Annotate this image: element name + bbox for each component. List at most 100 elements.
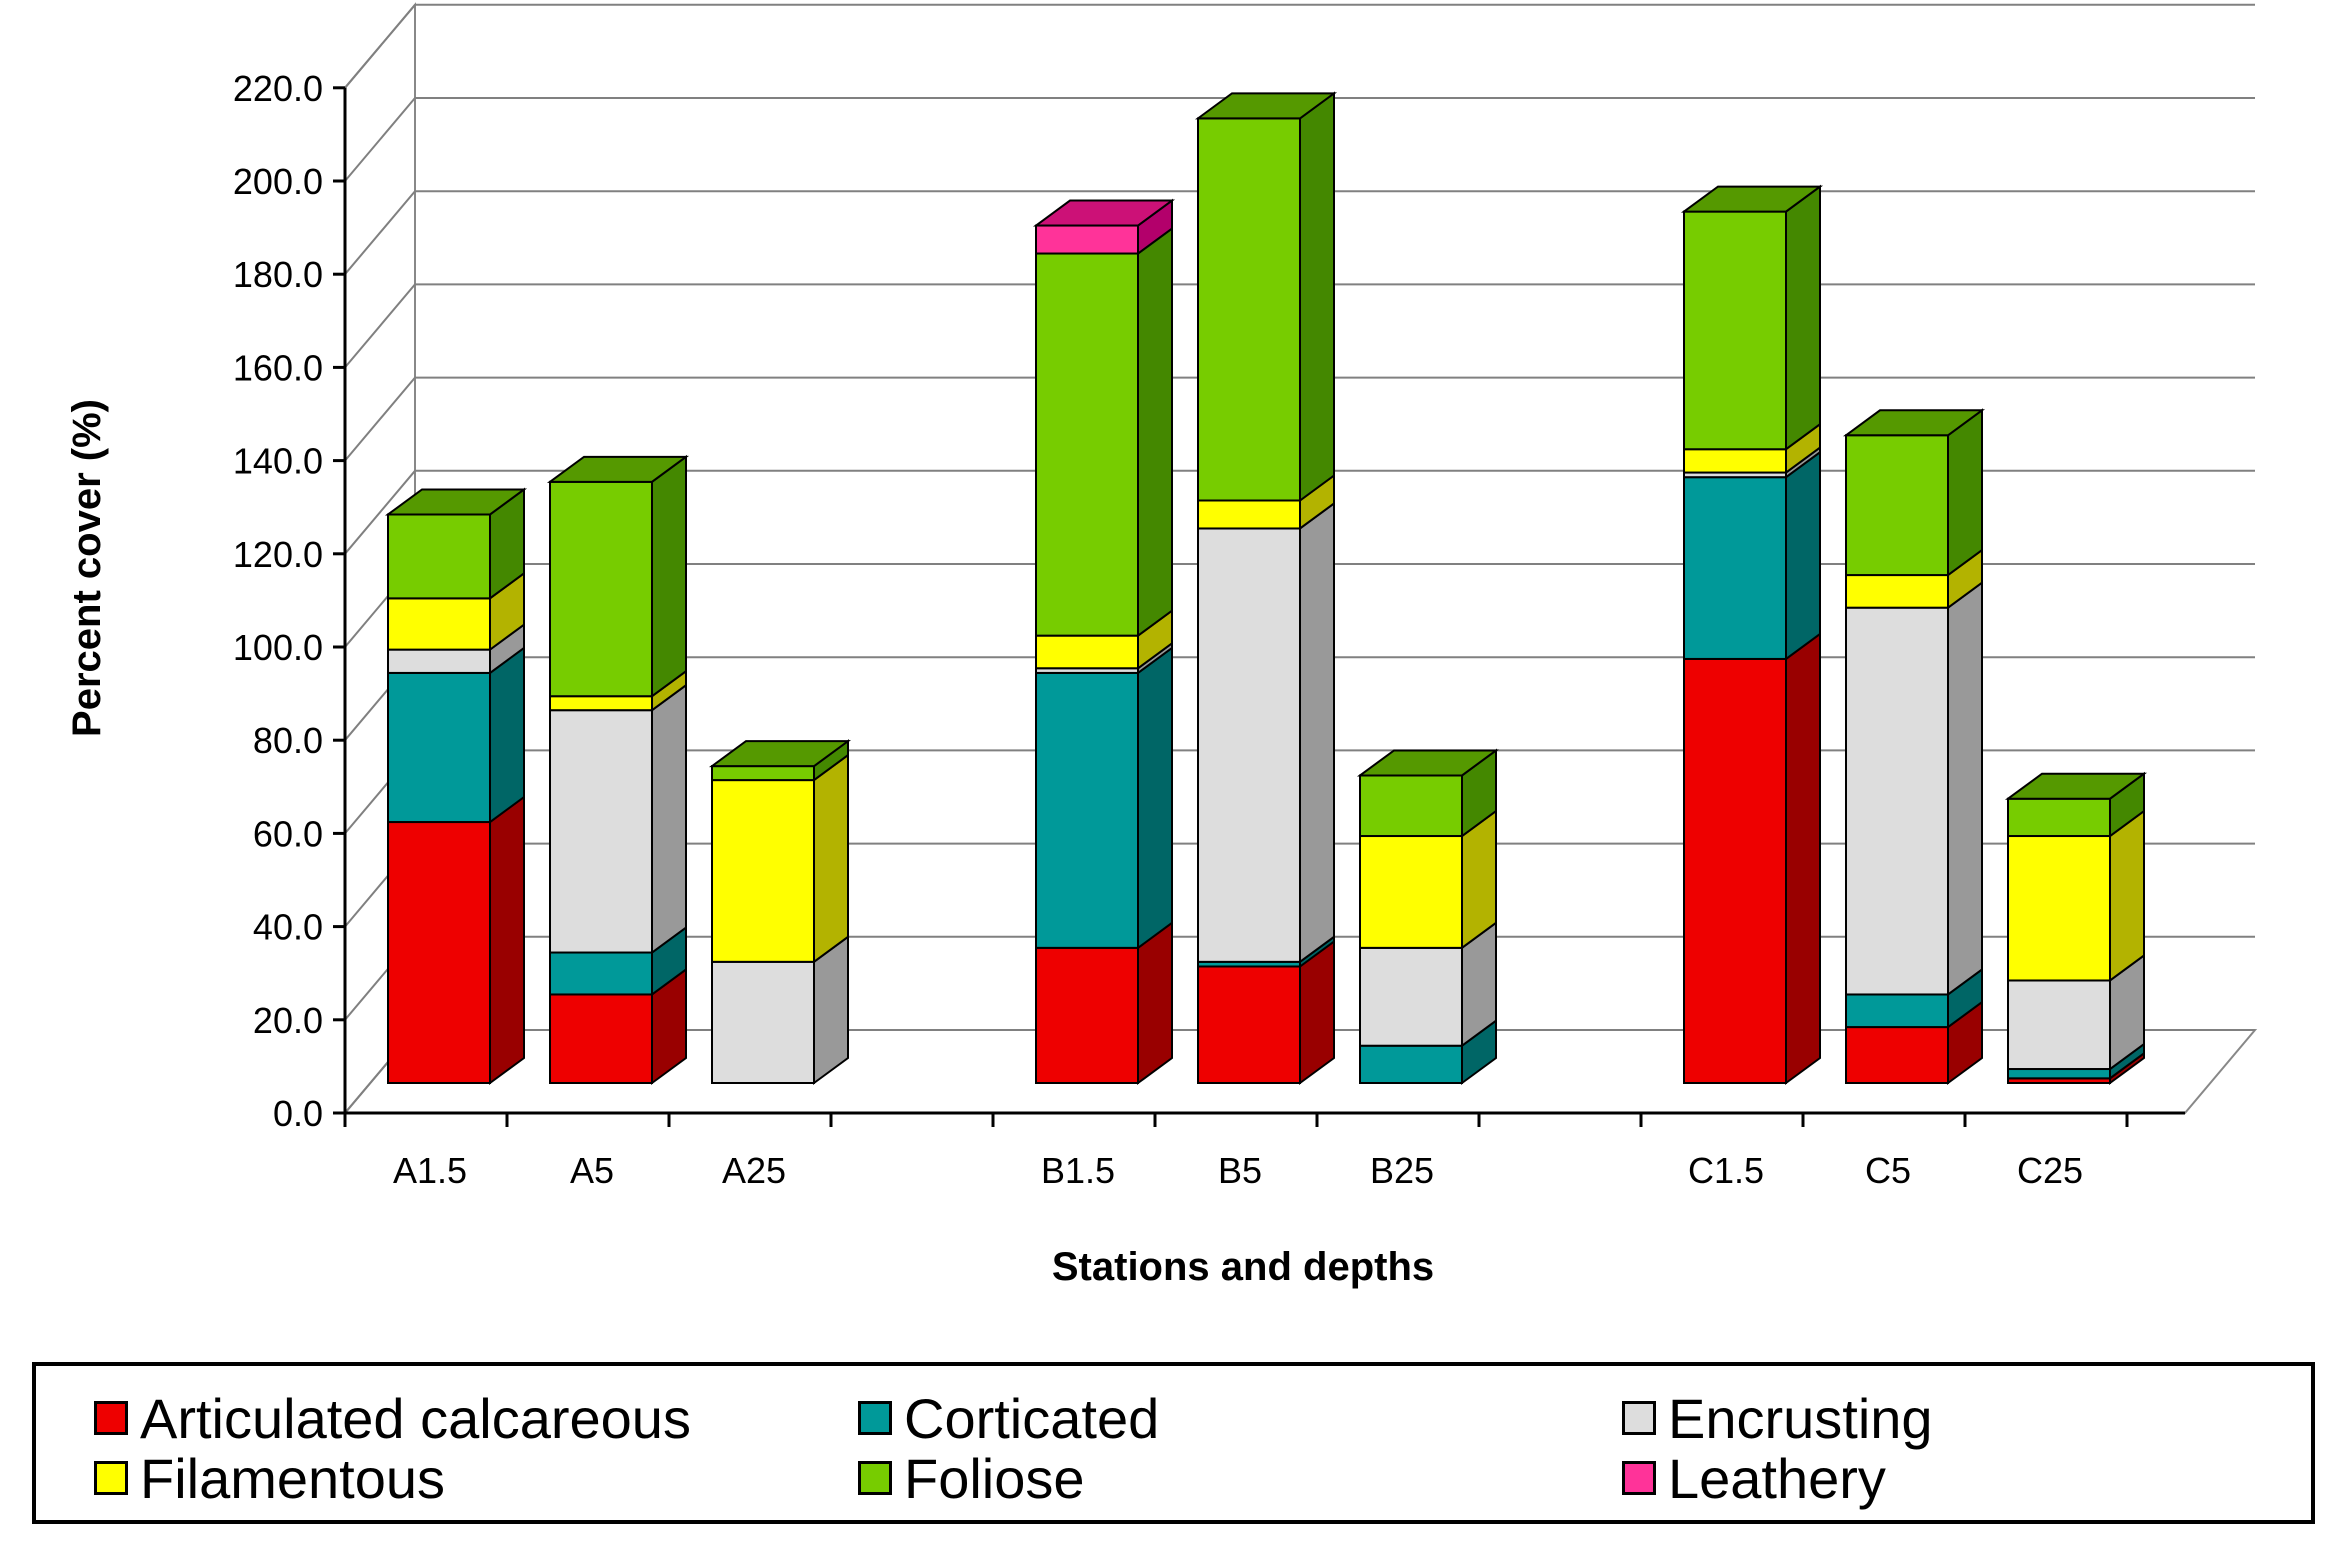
bar-segment-B25-encrusting — [1359, 920, 1497, 1048]
bar-top — [1032, 199, 1176, 227]
legend-swatch-filamentous — [94, 1461, 128, 1495]
bar-segment-C1.5-foliose — [1680, 184, 1824, 452]
bar-segment-B1.5-articulated-calcareous — [1035, 920, 1173, 1085]
legend-item-foliose: Foliose — [858, 1447, 1085, 1510]
legend: Articulated calcareous Corticated Encrus… — [32, 1362, 2315, 1524]
bar-front — [1035, 946, 1139, 1084]
bar-segment-B25-foliose — [1356, 748, 1500, 838]
bar-front — [1359, 835, 1463, 949]
bar-front — [1035, 671, 1139, 949]
legend-item-filamentous: Filamentous — [94, 1446, 446, 1510]
bar-top — [1842, 409, 1986, 437]
y-tick-label: 100.0 — [233, 627, 323, 668]
stacked-bar-chart: 0.0 20.0 40.0 60.0 80.0 100.0 120.0 140.0 160.0 1… — [65, 2, 2258, 1289]
bar-side — [1299, 501, 1335, 964]
legend-swatch-leathery — [1622, 1461, 1656, 1495]
bar-front — [2007, 979, 2111, 1071]
bar-side — [1137, 920, 1173, 1085]
bar-top — [1194, 92, 1338, 120]
bar-front — [1683, 657, 1787, 1084]
bar-front — [549, 993, 653, 1085]
bar-side — [489, 795, 525, 1085]
legend-label: Filamentous — [140, 1446, 446, 1510]
bar-front — [1683, 476, 1787, 660]
gridline — [344, 3, 2255, 89]
y-tick-label: 80.0 — [253, 720, 323, 761]
bar-segment-C1.5-articulated-calcareous — [1683, 631, 1821, 1085]
bar-front — [1683, 448, 1787, 474]
bar-front — [1197, 965, 1301, 1084]
bar-segment-A5-encrusting — [549, 683, 687, 955]
y-tick-label: 0.0 — [273, 1093, 323, 1134]
x-axis-title: Stations and depths — [1052, 1245, 1434, 1289]
bar-front — [1197, 527, 1301, 963]
bar-segment-B1.5-leathery — [1032, 198, 1176, 256]
legend-label: Corticated — [904, 1386, 1160, 1450]
y-axis-title: Percent cover (%) — [65, 399, 109, 737]
x-tick-label: B5 — [1218, 1150, 1262, 1191]
legend-label: Encrusting — [1668, 1386, 1933, 1450]
bar-top — [708, 740, 852, 768]
x-tick-label: A1.5 — [393, 1150, 467, 1191]
bar-segment-A25-encrusting — [711, 934, 849, 1085]
bar-front — [1359, 1044, 1463, 1084]
bar-side — [2109, 809, 2145, 983]
bar-segment-B25-corticated — [1359, 1018, 1497, 1085]
bar-front — [1845, 574, 1949, 609]
y-tick-label: 120.0 — [233, 534, 323, 575]
bar-front — [549, 695, 653, 712]
bar-segment-A5-articulated-calcareous — [549, 967, 687, 1085]
bar-front — [387, 821, 491, 1084]
y-axis-ticks: 0.0 20.0 40.0 60.0 80.0 100.0 120.0 140.0 160.0 1… — [233, 68, 345, 1134]
gridline — [344, 469, 2255, 555]
bar-segment-A1.5-corticated — [387, 645, 525, 825]
bar-side — [1947, 580, 1983, 997]
bar-front — [2007, 835, 2111, 982]
bar-side — [813, 753, 849, 964]
y-tick-label: 200.0 — [233, 161, 323, 202]
bar-segment-B5-articulated-calcareous — [1197, 939, 1335, 1085]
bar-segment-A1.5-foliose — [384, 487, 528, 601]
bar-side — [489, 645, 525, 825]
gridline — [344, 190, 2255, 275]
bar-front — [1845, 1026, 1949, 1084]
legend-swatch-foliose — [858, 1461, 892, 1495]
bar-segment-C5-filamentous — [1845, 548, 1983, 610]
x-tick-label: C5 — [1865, 1150, 1911, 1191]
legend-label: Articulated calcareous — [140, 1386, 691, 1450]
bar-side — [651, 683, 687, 955]
bar-segment-C25-encrusting — [2007, 953, 2145, 1071]
bar-segment-C25-filamentous — [2007, 809, 2145, 983]
y-tick-label: 60.0 — [253, 813, 323, 854]
bar-front — [1035, 252, 1139, 637]
legend-item-leathery: Leathery — [1622, 1446, 1886, 1510]
gridline — [344, 97, 2255, 182]
legend-item-corticated: Corticated — [858, 1386, 1160, 1450]
legend-swatch-articulated-calcareous — [94, 1401, 128, 1435]
bar-segment-C5-encrusting — [1845, 580, 1983, 997]
bar-side — [1785, 450, 1821, 661]
bar-top — [1680, 185, 1824, 213]
bar-segment-A5-foliose — [546, 454, 690, 699]
bar-front — [1197, 117, 1301, 502]
bar-segment-A1.5-articulated-calcareous — [387, 795, 525, 1085]
legend-swatch-encrusting — [1622, 1401, 1656, 1435]
bar-segment-B5-filamentous — [1197, 473, 1335, 531]
bar-segment-C1.5-corticated — [1683, 450, 1821, 661]
bar-front — [549, 480, 653, 698]
bar-segment-B5-foliose — [1194, 91, 1338, 503]
bar-front — [1197, 499, 1301, 530]
x-tick-label: B25 — [1370, 1150, 1434, 1191]
legend-label: Leathery — [1668, 1446, 1886, 1510]
legend-item-encrusting: Encrusting — [1622, 1386, 1933, 1450]
bar-segment-A1.5-filamentous — [387, 571, 525, 652]
bars — [384, 91, 2148, 1085]
bar-front — [549, 951, 653, 996]
bar-segment-A25-foliose — [708, 739, 852, 783]
bar-top — [546, 455, 690, 483]
bar-front — [1359, 946, 1463, 1047]
x-tick-label: A5 — [570, 1150, 614, 1191]
bar-front — [711, 779, 815, 963]
bar-segment-B5-encrusting — [1197, 501, 1335, 964]
bar-side — [651, 454, 687, 699]
